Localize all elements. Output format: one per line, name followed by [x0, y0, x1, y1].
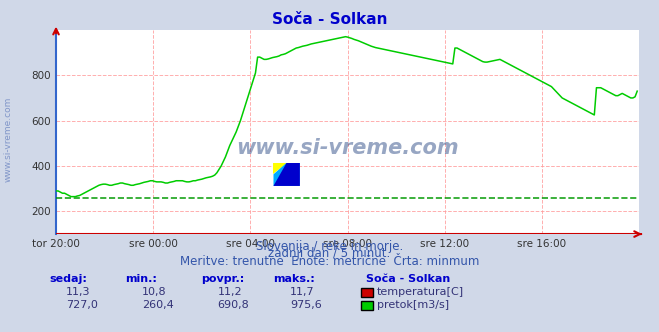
Polygon shape	[273, 163, 300, 186]
Text: Soča - Solkan: Soča - Solkan	[366, 274, 450, 284]
Text: 690,8: 690,8	[217, 300, 249, 310]
Text: povpr.:: povpr.:	[201, 274, 244, 284]
Text: www.si-vreme.com: www.si-vreme.com	[3, 97, 13, 182]
Text: 11,3: 11,3	[66, 287, 90, 297]
Text: www.si-vreme.com: www.si-vreme.com	[237, 138, 459, 158]
Text: 260,4: 260,4	[142, 300, 173, 310]
Text: temperatura[C]: temperatura[C]	[377, 287, 464, 297]
Text: Meritve: trenutne  Enote: metrične  Črta: minmum: Meritve: trenutne Enote: metrične Črta: …	[180, 255, 479, 268]
Polygon shape	[273, 163, 300, 186]
Text: 11,7: 11,7	[290, 287, 314, 297]
Text: 10,8: 10,8	[142, 287, 166, 297]
Text: Soča - Solkan: Soča - Solkan	[272, 12, 387, 27]
Text: zadnji dan / 5 minut.: zadnji dan / 5 minut.	[268, 247, 391, 260]
Text: Slovenija / reke in morje.: Slovenija / reke in morje.	[256, 240, 403, 253]
Polygon shape	[273, 163, 287, 174]
Text: 727,0: 727,0	[66, 300, 98, 310]
Text: maks.:: maks.:	[273, 274, 315, 284]
Text: 975,6: 975,6	[290, 300, 322, 310]
Text: 11,2: 11,2	[217, 287, 242, 297]
Text: min.:: min.:	[125, 274, 157, 284]
Text: pretok[m3/s]: pretok[m3/s]	[377, 300, 449, 310]
Text: sedaj:: sedaj:	[49, 274, 87, 284]
